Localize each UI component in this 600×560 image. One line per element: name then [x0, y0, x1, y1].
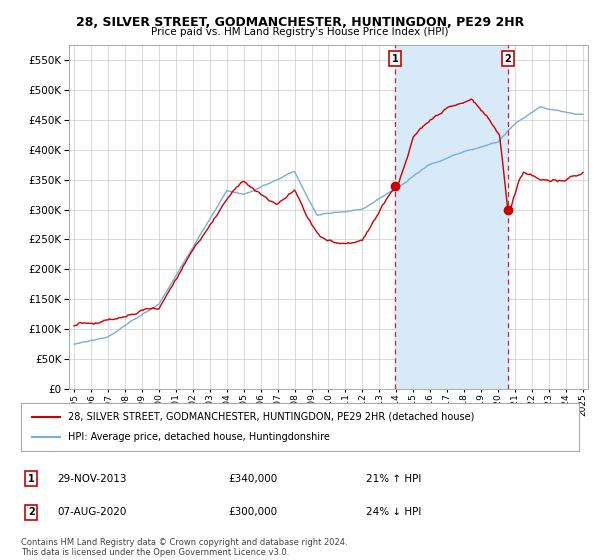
Text: 1: 1 — [391, 54, 398, 64]
Text: £340,000: £340,000 — [228, 474, 277, 484]
Text: 07-AUG-2020: 07-AUG-2020 — [57, 507, 127, 517]
Text: 21% ↑ HPI: 21% ↑ HPI — [366, 474, 421, 484]
Text: Price paid vs. HM Land Registry's House Price Index (HPI): Price paid vs. HM Land Registry's House … — [151, 27, 449, 37]
Text: 2: 2 — [505, 54, 511, 64]
Text: 29-NOV-2013: 29-NOV-2013 — [57, 474, 127, 484]
Text: HPI: Average price, detached house, Huntingdonshire: HPI: Average price, detached house, Hunt… — [68, 432, 331, 442]
Text: 1: 1 — [28, 474, 35, 484]
Text: 24% ↓ HPI: 24% ↓ HPI — [366, 507, 421, 517]
Text: 2: 2 — [28, 507, 35, 517]
Text: 28, SILVER STREET, GODMANCHESTER, HUNTINGDON, PE29 2HR (detached house): 28, SILVER STREET, GODMANCHESTER, HUNTIN… — [68, 412, 475, 422]
Bar — [395, 45, 508, 389]
Text: £300,000: £300,000 — [228, 507, 277, 517]
Text: Contains HM Land Registry data © Crown copyright and database right 2024.
This d: Contains HM Land Registry data © Crown c… — [21, 538, 347, 557]
Text: 28, SILVER STREET, GODMANCHESTER, HUNTINGDON, PE29 2HR: 28, SILVER STREET, GODMANCHESTER, HUNTIN… — [76, 16, 524, 29]
